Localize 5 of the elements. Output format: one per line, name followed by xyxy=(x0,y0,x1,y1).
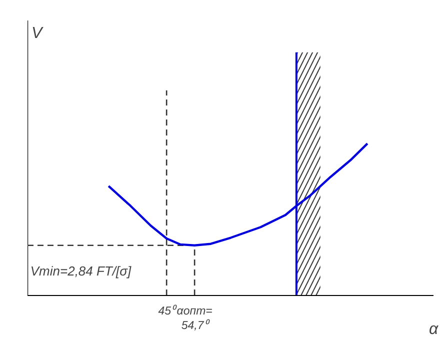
annotation: Vmin=2,84 FT/[σ] xyxy=(30,264,132,279)
x-tick-label: αопт=54,7⁰ xyxy=(176,306,213,332)
x-tick-label: 45⁰ xyxy=(158,304,177,318)
x-axis-title: α xyxy=(428,320,439,338)
text: V xyxy=(32,25,44,42)
